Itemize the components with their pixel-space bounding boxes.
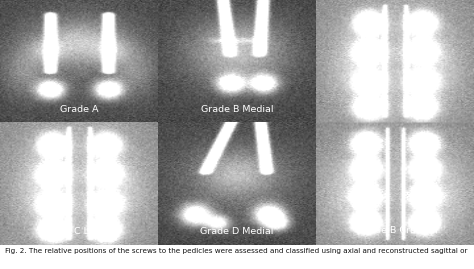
Text: Grade D Medial: Grade D Medial xyxy=(201,227,273,236)
Text: Grade B Medial: Grade B Medial xyxy=(201,105,273,114)
Text: Grade B Cranial: Grade B Cranial xyxy=(357,226,432,235)
Text: Grade A: Grade A xyxy=(60,105,98,114)
Text: Fig. 2. The relative positions of the screws to the pedicles were assessed and c: Fig. 2. The relative positions of the sc… xyxy=(5,249,467,254)
Text: Grade C Lateral: Grade C Lateral xyxy=(42,227,117,236)
